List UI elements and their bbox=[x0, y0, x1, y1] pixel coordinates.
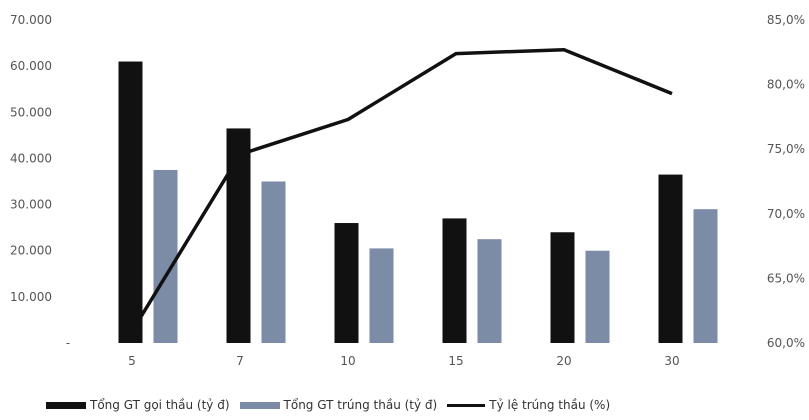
y-left-tick-label: - bbox=[66, 336, 70, 350]
legend-swatch-bar1 bbox=[46, 401, 86, 409]
bar-tong-gt-goi-thau bbox=[550, 232, 575, 343]
legend-label-line: Tỷ lệ trúng thầu (%) bbox=[489, 398, 611, 412]
y-left-tick-label: 40.000 bbox=[10, 151, 52, 165]
bar-tong-gt-trung-thau bbox=[585, 250, 610, 343]
y-left-tick-label: 70.000 bbox=[10, 13, 52, 27]
y-right-tick-label: 80,0% bbox=[767, 78, 805, 92]
x-tick-label: 10 bbox=[340, 354, 355, 368]
x-tick-label: 7 bbox=[236, 354, 244, 368]
bar-tong-gt-trung-thau bbox=[693, 209, 718, 343]
bar-tong-gt-goi-thau bbox=[226, 128, 251, 343]
bar-tong-gt-goi-thau bbox=[334, 223, 359, 343]
legend: Tổng GT gọi thầu (tỷ đ) Tổng GT trúng th… bbox=[46, 398, 620, 412]
bar-tong-gt-goi-thau bbox=[118, 61, 143, 344]
bar-tong-gt-goi-thau bbox=[658, 174, 683, 343]
y-right-tick-label: 65,0% bbox=[767, 271, 805, 285]
line-ty-le-trung-thau bbox=[130, 47, 673, 333]
legend-item-bar1: Tổng GT gọi thầu (tỷ đ) bbox=[46, 398, 230, 412]
bar-tong-gt-trung-thau bbox=[261, 181, 286, 343]
y-left-tick-label: 60.000 bbox=[10, 59, 52, 73]
legend-item-line: Tỷ lệ trúng thầu (%) bbox=[447, 398, 610, 412]
y-right-tick-label: 60,0% bbox=[767, 336, 805, 350]
y-right-tick-label: 85,0% bbox=[767, 13, 805, 27]
chart: 70.000 60.000 50.000 40.000 30.000 20.000 10.0… bbox=[10, 13, 805, 368]
bar-tong-gt-goi-thau bbox=[442, 218, 467, 343]
x-tick-label: 20 bbox=[556, 354, 571, 368]
y-left-tick-label: 30.000 bbox=[10, 198, 52, 212]
y-left-tick-label: 20.000 bbox=[10, 244, 52, 258]
legend-swatch-line bbox=[447, 403, 486, 407]
x-tick-label: 30 bbox=[664, 354, 679, 368]
x-tick-label: 15 bbox=[448, 354, 463, 368]
y-left-tick-label: 10.000 bbox=[10, 290, 52, 304]
legend-item-bar2: Tổng GT trúng thầu (tỷ đ) bbox=[239, 398, 438, 412]
bar-tong-gt-trung-thau bbox=[153, 169, 178, 343]
y-right-tick-label: 75,0% bbox=[767, 142, 805, 156]
x-tick-label: 5 bbox=[128, 354, 136, 368]
legend-swatch-bar2 bbox=[239, 401, 280, 409]
y-left-tick-label: 50.000 bbox=[10, 105, 52, 119]
y-right-tick-label: 70,0% bbox=[767, 207, 805, 221]
legend-label-bar2: Tổng GT trúng thầu (tỷ đ) bbox=[283, 398, 438, 412]
bar-tong-gt-trung-thau bbox=[477, 239, 502, 343]
legend-label-bar1: Tổng GT gọi thầu (tỷ đ) bbox=[90, 398, 230, 412]
bar-tong-gt-trung-thau bbox=[369, 248, 394, 343]
